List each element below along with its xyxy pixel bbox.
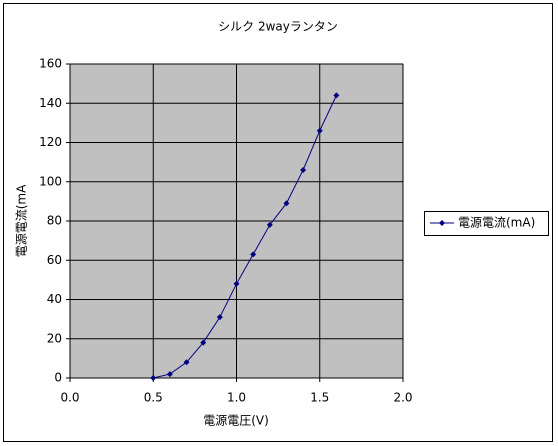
chart-title: シルク 2wayランタン (218, 20, 338, 34)
data-point (266, 221, 273, 228)
y-tick-label: 60 (47, 253, 62, 267)
data-point (333, 92, 340, 99)
y-tick-label: 40 (47, 292, 62, 306)
legend-marker (439, 220, 445, 226)
x-tick-label: 1.5 (310, 391, 329, 405)
data-point (316, 127, 323, 134)
y-axis-label: 電源電流(mA (15, 184, 29, 257)
data-point (216, 314, 223, 321)
y-tick-label: 120 (39, 135, 62, 149)
x-tick-label: 1.0 (227, 391, 246, 405)
data-point (183, 359, 190, 366)
x-tick-label: 2.0 (393, 391, 412, 405)
y-tick-label: 160 (39, 57, 62, 71)
data-point (200, 339, 207, 346)
y-tick-label: 100 (39, 174, 62, 188)
y-tick-label: 140 (39, 96, 62, 110)
y-tick-label: 0 (54, 371, 62, 385)
legend-label: 電源電流(mA) (458, 216, 535, 230)
data-point (233, 280, 240, 287)
data-point (250, 251, 257, 258)
data-point (300, 166, 307, 173)
data-point (150, 375, 157, 381)
series-line (153, 95, 337, 379)
data-point (283, 200, 290, 207)
x-tick-label: 0.5 (144, 391, 163, 405)
data-point (166, 371, 173, 378)
y-tick-label: 20 (47, 331, 62, 345)
y-tick-label: 80 (47, 214, 62, 228)
x-tick-label: 0.0 (60, 391, 79, 405)
x-axis-label: 電源電圧(V) (203, 414, 269, 428)
